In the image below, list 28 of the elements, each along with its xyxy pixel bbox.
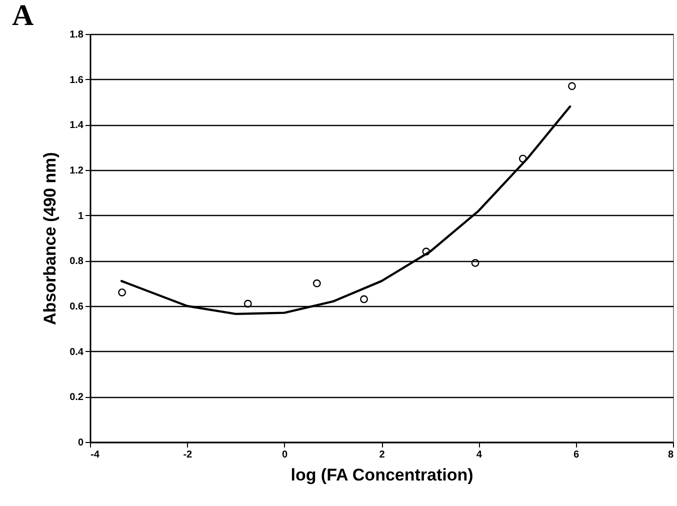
x-tick-label: 4 [476, 450, 482, 460]
y-tick-label: 0.8 [70, 256, 84, 268]
x-tick-label: -2 [183, 450, 193, 460]
y-tick-label: 1.2 [70, 166, 84, 176]
point [471, 258, 480, 267]
y-tick-label: 1.6 [70, 74, 84, 86]
y-axis-title: Absorbance (490 nm) [40, 152, 60, 325]
point [244, 300, 252, 308]
y-tick-label: 1 [78, 210, 84, 222]
x-axis-title: log (FA Concentration) [290, 466, 474, 484]
x-tick-label: 2 [379, 450, 386, 460]
x-tick-label: -4 [90, 450, 100, 460]
point [360, 295, 368, 304]
point [568, 82, 576, 90]
point [518, 154, 527, 163]
y-tick-label: 0.2 [70, 392, 84, 404]
point [312, 279, 321, 288]
x-tick-label: 0 [282, 450, 288, 460]
y-tick-label: 1.4 [70, 120, 84, 132]
point [422, 248, 430, 256]
chart-title: A [12, 0, 34, 32]
point [118, 288, 126, 296]
x-tick-label: 6 [574, 450, 580, 460]
y-tick-label: 0.4 [70, 346, 84, 358]
y-tick-label: 1.8 [70, 30, 84, 40]
x-tick-label: 8 [668, 450, 674, 460]
y-tick-label: 0 [78, 438, 84, 448]
y-tick-label: 0.6 [70, 302, 84, 312]
